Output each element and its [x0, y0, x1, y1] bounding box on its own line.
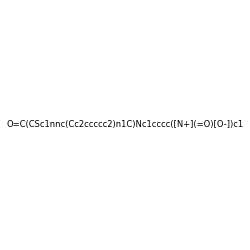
Text: O=C(CSc1nnc(Cc2ccccc2)n1C)Nc1cccc([N+](=O)[O-])c1: O=C(CSc1nnc(Cc2ccccc2)n1C)Nc1cccc([N+](=…: [6, 120, 244, 130]
